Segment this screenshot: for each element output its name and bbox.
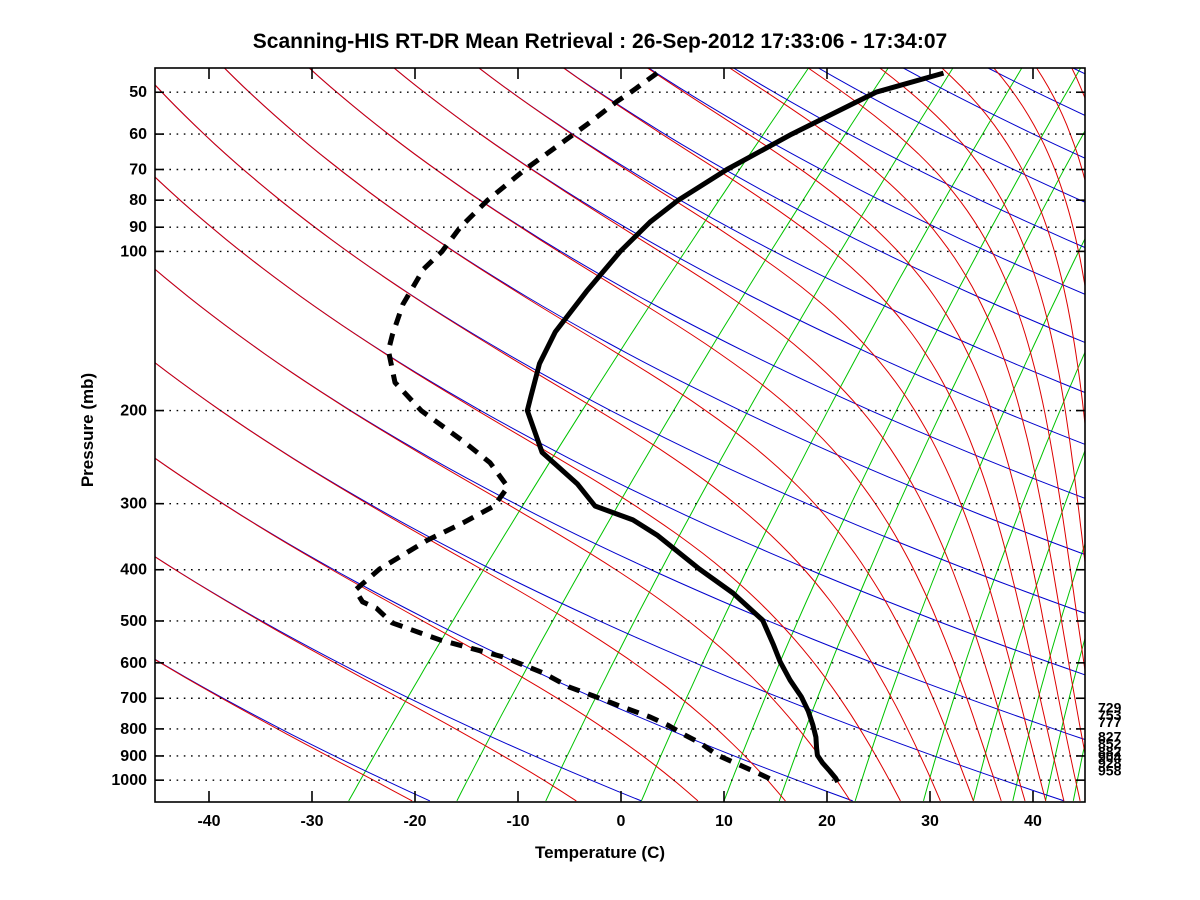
pressure-tick-label: 300	[120, 496, 147, 513]
pressure-tick-label: 70	[129, 161, 147, 178]
right-pressure-label: 827	[1098, 729, 1122, 745]
pressure-tick-label: 60	[129, 126, 147, 143]
chart-title: Scanning-HIS RT-DR Mean Retrieval : 26-S…	[252, 30, 948, 53]
plot-frame	[154, 67, 1086, 803]
right-pressure-label: 958	[1098, 762, 1122, 778]
pressure-tick-label: 800	[120, 721, 147, 738]
right-pressure-label: 882	[1098, 743, 1122, 759]
x-tick-label: 40	[1024, 813, 1042, 830]
pressure-tick-label: 700	[120, 690, 147, 707]
pressure-tick-label: 500	[120, 613, 147, 630]
pressure-tick-label: 200	[120, 403, 147, 420]
x-tick-label: -20	[403, 813, 426, 830]
x-tick-label: 0	[617, 813, 626, 830]
temperature-curve	[524, 70, 945, 784]
x-axis-label: Temperature (C)	[534, 843, 666, 862]
pressure-tick-label: 50	[129, 84, 147, 101]
pressure-tick-label: 900	[120, 748, 147, 765]
right-pressure-label: 753	[1098, 707, 1122, 723]
mixing-ratio-lines	[348, 68, 1085, 802]
right-pressure-label: 904	[1098, 749, 1122, 765]
pressure-tick-label: 100	[120, 243, 147, 260]
axis-tick-labels: 5060708090100200300400500600700800900100…	[111, 84, 1042, 830]
x-tick-label: -10	[506, 813, 529, 830]
x-tick-label: -40	[197, 813, 220, 830]
dewpoint-curve	[352, 71, 774, 783]
right-pressure-label: 729	[1098, 700, 1122, 716]
x-tick-label: 30	[921, 813, 939, 830]
right-pressure-label: 852	[1098, 735, 1122, 751]
plot-area	[155, 68, 1085, 802]
x-tick-label: 10	[715, 813, 733, 830]
x-tick-label: 20	[818, 813, 836, 830]
pressure-tick-label: 80	[129, 192, 147, 209]
x-tick-label: -30	[300, 813, 323, 830]
pressure-tick-label: 400	[120, 562, 147, 579]
axis-ticks	[155, 68, 1085, 802]
moist-adiabat-lines	[155, 68, 1085, 802]
pressure-tick-label: 1000	[111, 772, 147, 789]
right-pressure-label: 777	[1098, 714, 1122, 730]
pressure-tick-label: 600	[120, 655, 147, 672]
right-pressure-label: 928	[1098, 755, 1122, 771]
dry-adiabat-lines	[155, 68, 1085, 802]
isobar-gridlines	[155, 91, 1085, 781]
pressure-tick-label: 90	[129, 219, 147, 236]
